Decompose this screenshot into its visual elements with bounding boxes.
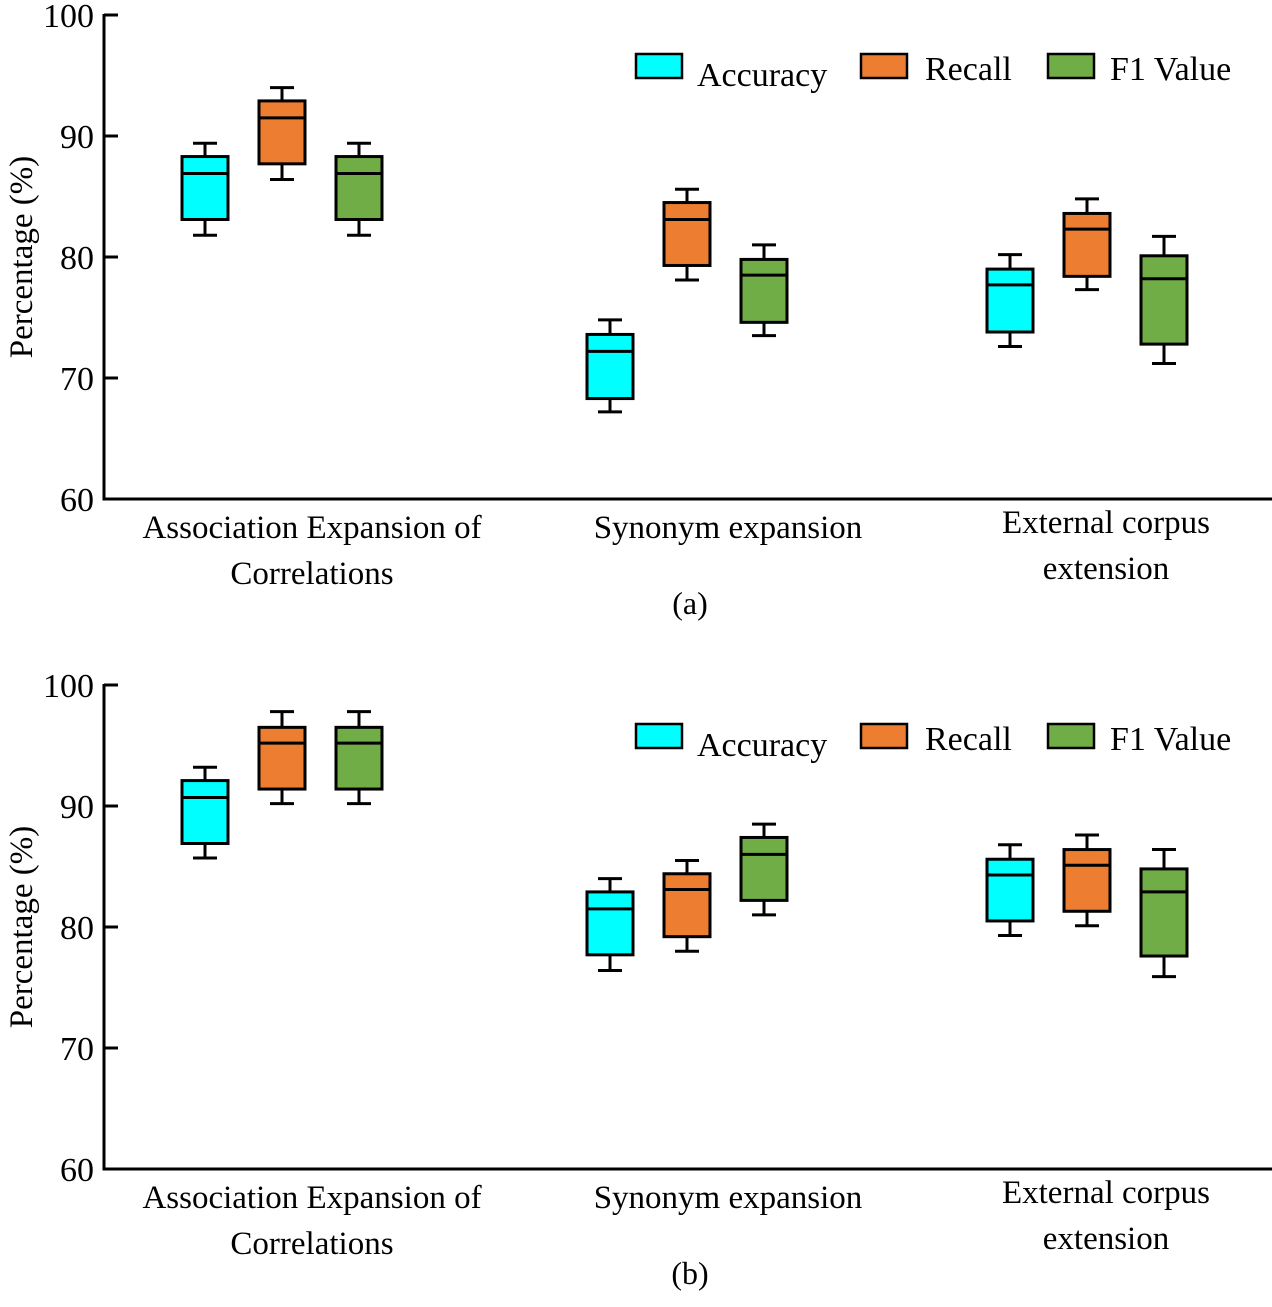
box-plot (334, 710, 384, 806)
box-plot (739, 243, 789, 338)
series-f1-value (334, 710, 1189, 979)
legend-label: F1 Value (1110, 51, 1231, 88)
box-plot (662, 187, 712, 282)
x-category-label: External corpus (1002, 1175, 1210, 1211)
iqr-box (1062, 211, 1112, 278)
legend: Accuracy Recall F1 Value (634, 51, 1231, 94)
box-plot (257, 710, 307, 806)
legend-item: F1 Value (1046, 721, 1231, 758)
y-tick-label: 60 (60, 482, 94, 519)
series-recall (257, 86, 1112, 292)
legend-swatch (634, 722, 684, 750)
legend-label: Recall (925, 721, 1012, 758)
x-category-label: Correlations (230, 1226, 393, 1262)
iqr-box (985, 857, 1035, 923)
panel-label: (a) (672, 585, 708, 621)
legend-swatch (859, 722, 909, 750)
iqr-box (585, 332, 635, 401)
legend-label: Accuracy (697, 727, 827, 764)
legend-swatch (859, 52, 909, 80)
iqr-box (257, 725, 307, 791)
legend-item: Recall (859, 51, 1012, 88)
series-f1-value (334, 141, 1189, 365)
box-plot (1062, 833, 1112, 928)
y-axis-title: Percentage (%) (4, 156, 40, 358)
series-accuracy (180, 141, 1035, 414)
box-plot (180, 141, 230, 237)
legend-swatch (634, 52, 684, 80)
y-tick-label: 70 (60, 361, 94, 398)
iqr-box (180, 779, 230, 846)
legend-label: Accuracy (697, 57, 827, 94)
iqr-box (1139, 867, 1189, 958)
legend: Accuracy Recall F1 Value (634, 721, 1231, 764)
panel-label: (b) (671, 1255, 708, 1291)
y-tick-label: 70 (60, 1031, 94, 1068)
y-axis-title: Percentage (%) (4, 826, 40, 1028)
iqr-box (1139, 254, 1189, 346)
y-tick-label: 80 (60, 240, 94, 277)
iqr-box (585, 890, 635, 957)
legend-label: Recall (925, 51, 1012, 88)
y-tick-label: 100 (43, 668, 94, 705)
box-plot (1139, 848, 1189, 979)
box-plot (985, 253, 1035, 349)
y-tick-label: 60 (60, 1152, 94, 1189)
legend-item: Accuracy (634, 722, 827, 764)
x-category-label: External corpus (1002, 505, 1210, 541)
box-plot (257, 86, 307, 182)
x-category-label: Synonym expansion (594, 1180, 863, 1216)
x-category-label: Association Expansion of (142, 510, 481, 546)
iqr-box (1062, 848, 1112, 913)
legend-item: Recall (859, 721, 1012, 758)
legend-swatch (1046, 722, 1096, 750)
box-plot (1062, 197, 1112, 292)
x-category-label: extension (1043, 551, 1169, 587)
iqr-box (662, 872, 712, 939)
box-plot (739, 822, 789, 917)
iqr-box (662, 201, 712, 267)
chart-panel-b: 60 70 80 90 100 Percentage (%) Association Exp… (4, 668, 1272, 1291)
x-category-label: Correlations (230, 556, 393, 592)
box-plot (180, 765, 230, 860)
iqr-box (334, 155, 384, 221)
x-category-label: Synonym expansion (594, 510, 863, 546)
legend-item: F1 Value (1046, 51, 1231, 88)
legend-label: F1 Value (1110, 721, 1231, 758)
iqr-box (180, 155, 230, 221)
legend-swatch (1046, 52, 1096, 80)
axes: 60 70 80 90 100 Percentage (%) Association Exp… (4, 0, 1272, 592)
y-tick-label: 90 (60, 119, 94, 156)
iqr-box (334, 725, 384, 791)
box-plot (1139, 234, 1189, 365)
chart-panel-a: 60 70 80 90 100 Percentage (%) Association Exp… (4, 0, 1272, 621)
y-tick-label: 90 (60, 789, 94, 826)
box-plot (585, 318, 635, 414)
box-plot (334, 141, 384, 237)
y-tick-label: 100 (43, 0, 94, 35)
iqr-box (739, 835, 789, 902)
y-tick-label: 80 (60, 910, 94, 947)
iqr-box (739, 257, 789, 324)
x-category-label: Association Expansion of (142, 1180, 481, 1216)
axes: 60 70 80 90 100 Percentage (%) Association Exp… (4, 668, 1272, 1262)
box-plot (662, 858, 712, 953)
iqr-box (257, 99, 307, 166)
x-category-label: extension (1043, 1221, 1169, 1257)
series-recall (257, 710, 1112, 953)
iqr-box (985, 267, 1035, 334)
box-plot (585, 877, 635, 973)
series-accuracy (180, 765, 1035, 973)
box-plot (985, 843, 1035, 937)
legend-item: Accuracy (634, 52, 827, 94)
